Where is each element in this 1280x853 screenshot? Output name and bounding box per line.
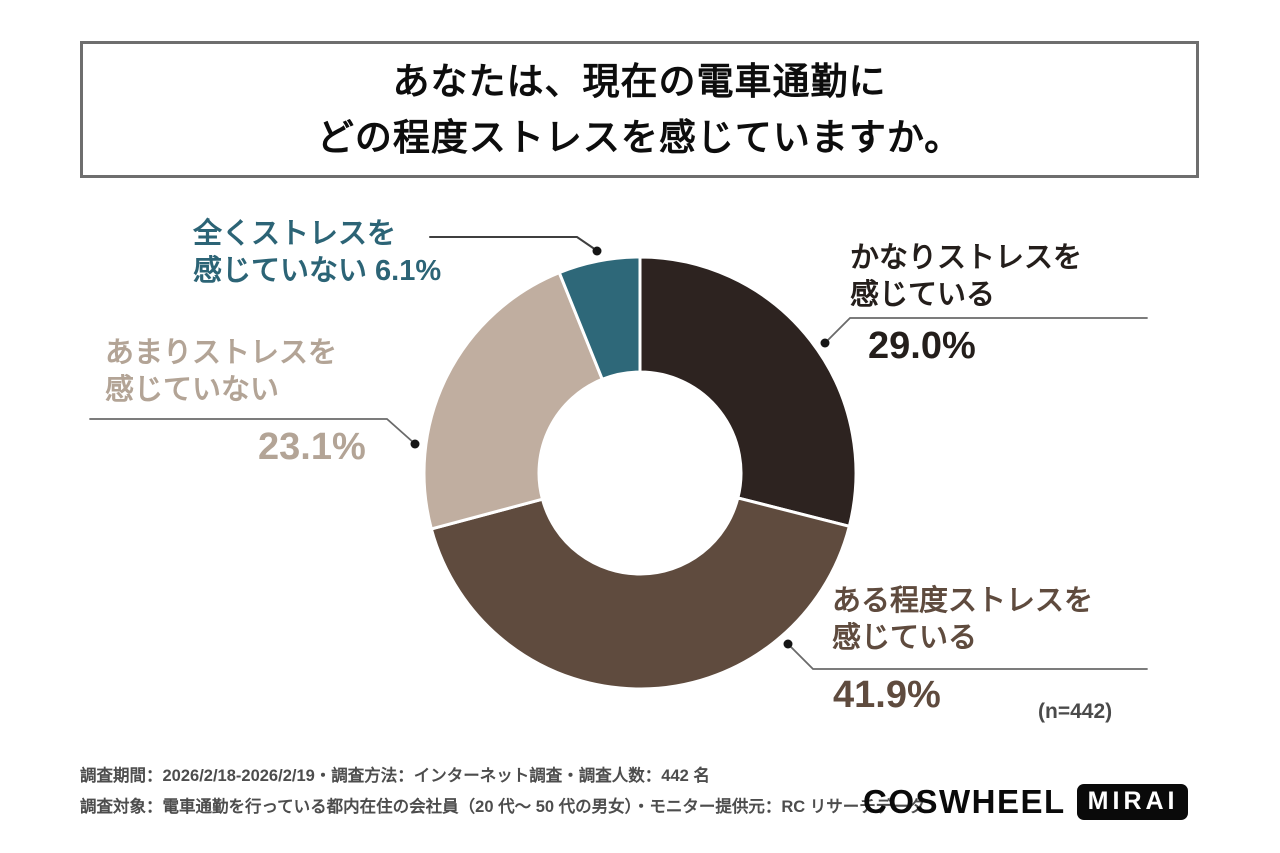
leader-dot-some bbox=[783, 639, 793, 649]
survey-footnote: 調査期間：2026/2/18-2026/2/19・調査方法：インターネット調査・… bbox=[80, 761, 925, 824]
callout-high-line1: かなりストレスを bbox=[850, 242, 1083, 274]
callout-label-some: ある程度ストレスを 感じている bbox=[832, 583, 1093, 656]
callout-label-none: 全くストレスを 感じていない 6.1% bbox=[193, 216, 441, 289]
leader-dot-none bbox=[592, 246, 602, 256]
callout-some-line1: ある程度ストレスを bbox=[832, 585, 1094, 617]
donut-segments bbox=[422, 255, 858, 691]
leader-line-low bbox=[89, 418, 415, 444]
leader-dot-high bbox=[820, 338, 830, 348]
callout-low-line2: 感じていない bbox=[105, 373, 280, 406]
leader-lines bbox=[89, 236, 1148, 670]
logo-model-badge: MIRAI bbox=[1076, 784, 1188, 820]
callout-low-percentage: 23.1% bbox=[258, 426, 366, 468]
callout-low-line1: あまりストレスを bbox=[105, 337, 338, 369]
callout-some-percentage: 41.9% bbox=[833, 674, 941, 716]
title-box: あなたは、現在の電車通勤に どの程度ストレスを感じていますか。 bbox=[80, 41, 1199, 178]
page-title-line2: どの程度ストレスを感じていますか。 bbox=[316, 116, 963, 158]
leader-line-none bbox=[429, 236, 597, 251]
callout-label-low: あまりストレスを 感じていない bbox=[105, 335, 337, 408]
callout-high-line2: 感じている bbox=[850, 278, 996, 311]
page-title-line1: あなたは、現在の電車通勤に bbox=[392, 61, 887, 102]
donut-segment-2 bbox=[422, 271, 604, 531]
coswheel-mirai-logo: COSWHEEL MIRAI bbox=[863, 783, 1188, 821]
footnote-line1: 調査期間：2026/2/18-2026/2/19・調査方法：インターネット調査・… bbox=[80, 767, 710, 785]
callout-label-high: かなりストレスを 感じている bbox=[850, 240, 1082, 313]
callout-high-percentage: 29.0% bbox=[868, 325, 976, 367]
sample-size-label: (n=442) bbox=[1038, 700, 1113, 723]
leader-line-some bbox=[788, 644, 1148, 670]
donut-segment-0 bbox=[638, 255, 858, 528]
callout-none-line2: 感じていない 6.1% bbox=[193, 254, 442, 287]
callout-some-line2: 感じている bbox=[832, 621, 978, 654]
logo-brand-text: COSWHEEL bbox=[863, 783, 1066, 820]
donut-segment-3 bbox=[557, 255, 642, 381]
donut-segment-1 bbox=[429, 496, 851, 691]
footnote-line2: 調査対象：電車通勤を行っている都内在住の会社員（20 代～ 50 代の男女）・モ… bbox=[80, 798, 926, 817]
leader-line-high bbox=[825, 317, 1148, 343]
callout-none-line1: 全くストレスを bbox=[193, 218, 397, 250]
leader-dot-low bbox=[410, 439, 420, 449]
